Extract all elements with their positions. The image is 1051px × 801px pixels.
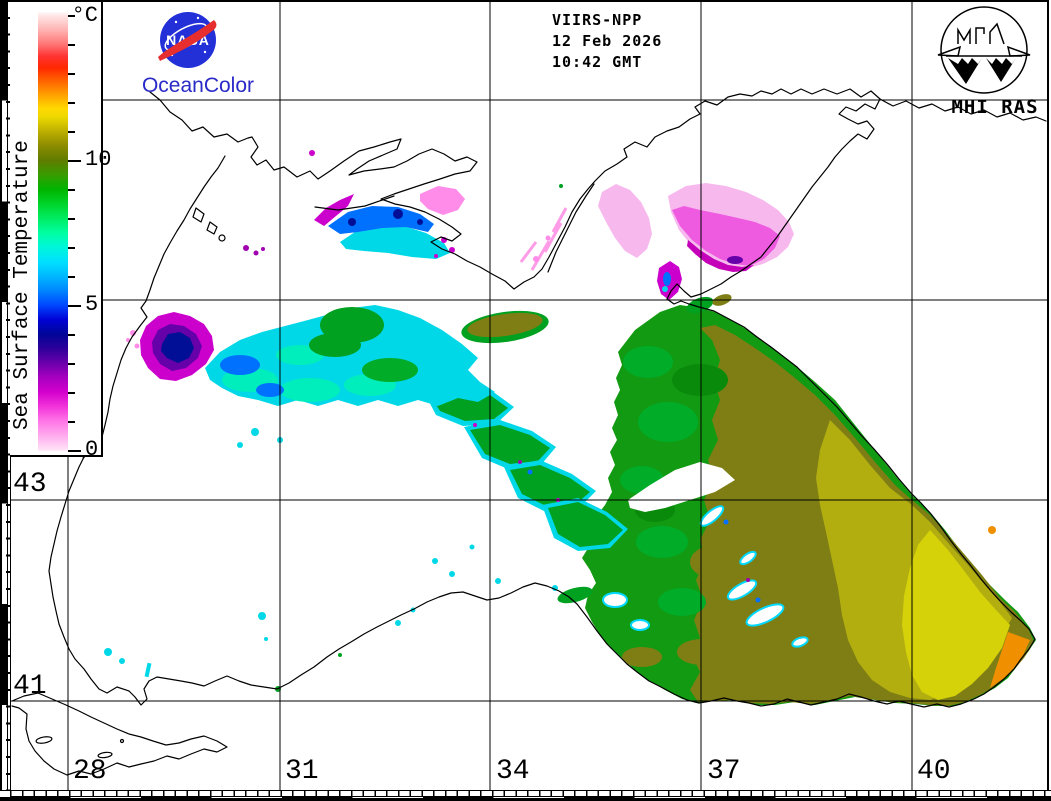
arabat-spit bbox=[547, 183, 595, 273]
sst-field bbox=[104, 150, 1036, 706]
colorbar-tick bbox=[68, 247, 75, 249]
colorbar-tick bbox=[68, 189, 75, 191]
lon-label-34: 34 bbox=[496, 756, 530, 787]
coastline bbox=[11, 88, 1047, 776]
sst-scattered-dots bbox=[104, 184, 593, 692]
nasa-logo: NASA bbox=[158, 12, 217, 68]
map-svg: NASA bbox=[10, 2, 1047, 790]
image-header: VIIRS-NPP 12 Feb 2026 10:42 GMT bbox=[552, 10, 662, 73]
colorbar-tick bbox=[68, 392, 75, 394]
taganrog-coast bbox=[879, 98, 1047, 122]
colorbar-tick bbox=[68, 276, 75, 278]
colorbar-tick-label: 0 bbox=[85, 437, 99, 462]
left-latitude-ruler bbox=[0, 0, 11, 790]
colorbar-tick bbox=[68, 102, 75, 104]
west-coast bbox=[82, 155, 226, 459]
colorbar-tick bbox=[68, 160, 81, 162]
header-date: 12 Feb 2026 bbox=[552, 32, 663, 50]
dniester-lagoons bbox=[192, 207, 218, 235]
nasa-swoosh bbox=[158, 20, 217, 61]
colorbar-tick bbox=[68, 421, 75, 423]
colorbar-tick bbox=[68, 131, 75, 133]
colorbar-tick bbox=[68, 73, 75, 75]
mhi-logo bbox=[937, 6, 1031, 94]
bottom-border-bar bbox=[0, 798, 1051, 801]
marmara-coast bbox=[11, 692, 228, 776]
lat-label-43: 43 bbox=[13, 469, 47, 500]
colorbar-units: °C bbox=[71, 3, 98, 28]
colorbar-tick bbox=[68, 305, 81, 307]
colorbar-gradient bbox=[38, 12, 68, 452]
header-satellite: VIIRS-NPP bbox=[552, 11, 643, 29]
colorbar-tick-label: 10 bbox=[85, 147, 112, 172]
oceancolor-label: OceanColor bbox=[141, 74, 255, 97]
lon-label-37: 37 bbox=[707, 756, 741, 787]
map-canvas: NASA °C Sea Surface Temperature 0 5 10 bbox=[10, 0, 1049, 790]
tendra-spit bbox=[314, 195, 395, 211]
colorbar-title: Sea Surface Temperature bbox=[11, 140, 34, 430]
sst-azov bbox=[519, 183, 794, 314]
mhi-ras-label: MHI RAS bbox=[951, 96, 1039, 118]
header-time: 10:42 GMT bbox=[552, 53, 643, 71]
lat-label-41: 41 bbox=[13, 671, 47, 702]
colorbar-tick-label: 5 bbox=[85, 292, 99, 317]
colorbar-tick bbox=[68, 218, 75, 220]
colorbar-tick bbox=[68, 450, 81, 452]
colorbar-panel: °C Sea Surface Temperature 0 5 10 bbox=[10, 2, 111, 461]
longitude-minor-ticks bbox=[10, 791, 1051, 797]
black-sea-coast bbox=[48, 88, 1036, 708]
lon-label-40: 40 bbox=[917, 756, 951, 787]
colorbar-tick bbox=[68, 15, 75, 17]
lon-label-31: 31 bbox=[285, 756, 319, 787]
colorbar-tick bbox=[68, 334, 75, 336]
colorbar-tick bbox=[68, 44, 75, 46]
sst-nw-shelf bbox=[126, 150, 495, 448]
colorbar-tick bbox=[68, 363, 75, 365]
lon-label-28: 28 bbox=[73, 756, 107, 787]
